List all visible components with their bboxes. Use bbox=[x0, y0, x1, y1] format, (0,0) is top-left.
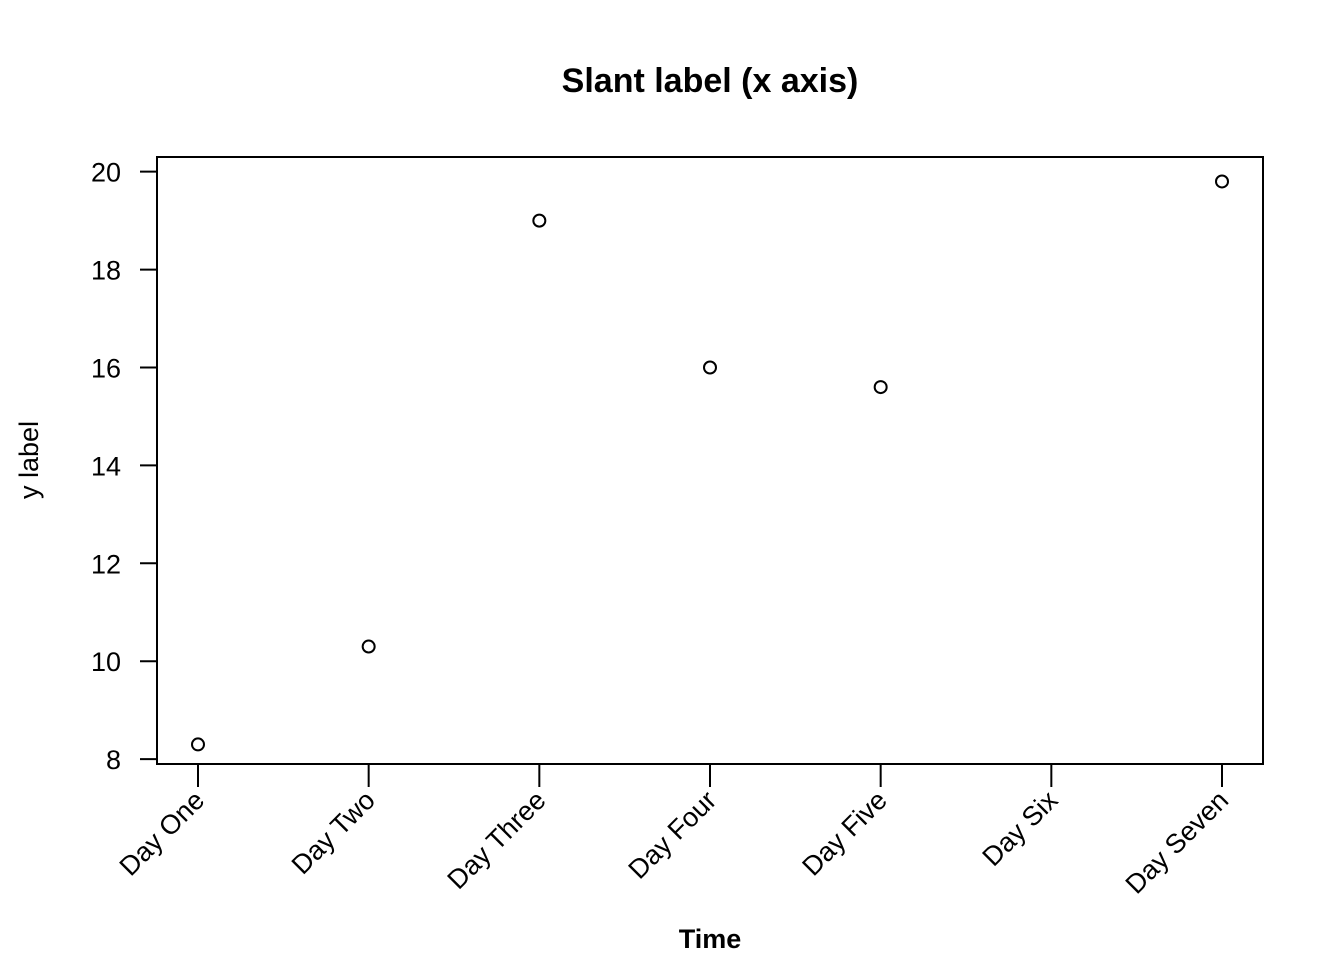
y-tick-label: 20 bbox=[91, 158, 121, 188]
y-tick-label: 18 bbox=[91, 256, 121, 286]
chart-title: Slant label (x axis) bbox=[562, 62, 859, 100]
y-tick-label: 10 bbox=[91, 647, 121, 677]
x-axis-title: Time bbox=[679, 924, 742, 954]
x-tick-label: Day Six bbox=[977, 785, 1064, 872]
x-tick-label: Day Three bbox=[442, 785, 552, 895]
y-axis-title: y label bbox=[14, 421, 44, 499]
data-point bbox=[361, 639, 376, 654]
data-point bbox=[873, 380, 888, 395]
data-point bbox=[191, 737, 205, 752]
x-tick-label: Day One bbox=[114, 785, 211, 882]
data-point bbox=[703, 360, 717, 375]
data-point bbox=[1215, 174, 1229, 189]
y-tick-label: 16 bbox=[91, 353, 121, 383]
x-axis: Day One Day Two Day Three Day Four Day Five D… bbox=[114, 763, 1235, 900]
y-tick-label: 8 bbox=[106, 745, 121, 775]
x-tick-label: Day Four bbox=[623, 785, 723, 885]
plot-frame bbox=[156, 156, 1264, 765]
x-tick-label: Day Seven bbox=[1120, 785, 1235, 900]
y-axis: 8 10 12 14 16 18 20 bbox=[91, 158, 158, 775]
data-points bbox=[191, 174, 1229, 752]
y-tick-label: 14 bbox=[91, 451, 121, 481]
x-tick-label: Day Five bbox=[796, 785, 893, 882]
y-tick-label: 12 bbox=[91, 549, 121, 579]
x-tick-label: Day Two bbox=[286, 785, 381, 880]
data-point bbox=[532, 213, 547, 228]
